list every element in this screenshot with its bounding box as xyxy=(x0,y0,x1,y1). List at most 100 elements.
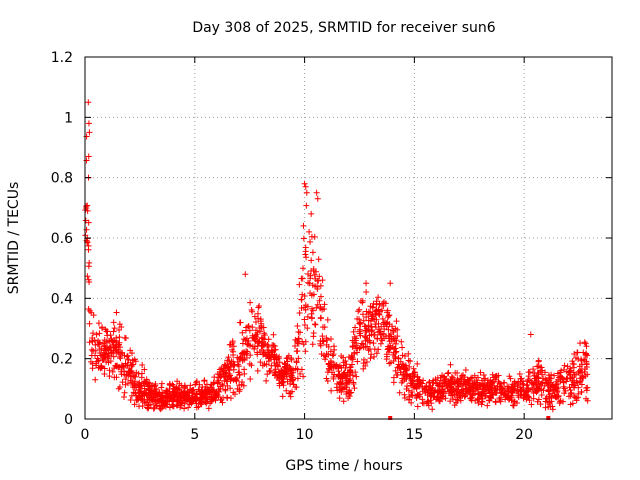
data-point xyxy=(296,281,303,288)
data-point xyxy=(264,346,271,353)
data-point xyxy=(308,257,315,264)
data-point xyxy=(573,378,580,385)
data-point xyxy=(415,391,422,398)
data-point xyxy=(132,373,139,380)
data-point xyxy=(327,336,334,343)
data-point xyxy=(268,354,275,361)
data-point xyxy=(365,308,372,315)
data-point xyxy=(370,340,377,347)
data-point xyxy=(119,363,126,370)
data-point xyxy=(300,222,307,229)
data-point xyxy=(243,354,250,361)
data-point xyxy=(197,399,204,406)
data-point xyxy=(282,364,289,371)
data-point xyxy=(234,385,241,392)
data-point xyxy=(110,342,117,349)
data-point xyxy=(507,375,514,382)
data-point xyxy=(159,389,166,396)
data-point xyxy=(292,343,299,350)
y-tick-label: 0 xyxy=(64,412,73,428)
data-point xyxy=(301,180,308,187)
data-point xyxy=(576,363,583,370)
data-point xyxy=(329,352,336,359)
data-point xyxy=(86,320,93,327)
data-point xyxy=(255,315,262,322)
data-point xyxy=(376,328,383,335)
data-point xyxy=(113,362,120,369)
data-point xyxy=(178,389,185,396)
data-point xyxy=(298,296,305,303)
data-point xyxy=(219,399,226,406)
data-point xyxy=(435,382,442,389)
data-point xyxy=(577,340,584,347)
data-point xyxy=(131,372,138,379)
data-point xyxy=(460,372,467,379)
data-point xyxy=(271,346,278,353)
data-point xyxy=(245,323,252,330)
data-point xyxy=(470,388,477,395)
data-point xyxy=(440,390,447,397)
data-point xyxy=(185,393,192,400)
data-point xyxy=(317,282,324,289)
data-point xyxy=(261,341,268,348)
data-point xyxy=(236,355,243,362)
data-point xyxy=(89,338,96,345)
data-point xyxy=(336,395,343,402)
data-point xyxy=(575,356,582,363)
data-point xyxy=(469,391,476,398)
data-point xyxy=(121,389,128,396)
data-point xyxy=(530,366,537,373)
data-point xyxy=(227,385,234,392)
data-point xyxy=(492,373,499,380)
data-point xyxy=(372,308,379,315)
data-point xyxy=(88,346,95,353)
data-point xyxy=(428,392,435,399)
data-point xyxy=(240,336,247,343)
data-point xyxy=(567,386,574,393)
data-point xyxy=(124,361,131,368)
data-point xyxy=(169,389,176,396)
data-point xyxy=(125,380,132,387)
data-point xyxy=(363,327,370,334)
data-point xyxy=(110,353,117,360)
data-point xyxy=(499,386,506,393)
data-point xyxy=(477,369,484,376)
data-point xyxy=(139,362,146,369)
data-point xyxy=(314,285,321,292)
data-point xyxy=(473,380,480,387)
data-point xyxy=(303,189,310,196)
data-point xyxy=(317,315,324,322)
data-point xyxy=(528,380,535,387)
data-point xyxy=(302,306,309,313)
data-point xyxy=(481,375,488,382)
data-point xyxy=(85,120,92,127)
data-point xyxy=(294,323,301,330)
data-point xyxy=(538,364,545,371)
data-point xyxy=(100,356,107,363)
data-point xyxy=(146,396,153,403)
data-point xyxy=(193,394,200,401)
data-point xyxy=(537,401,544,408)
data-point xyxy=(374,335,381,342)
data-point xyxy=(484,402,491,409)
data-point xyxy=(302,183,309,190)
data-point xyxy=(102,326,109,333)
data-point xyxy=(145,405,152,412)
data-point xyxy=(229,338,236,345)
data-point xyxy=(507,392,514,399)
data-point xyxy=(247,375,254,382)
data-point xyxy=(243,348,250,355)
data-point xyxy=(294,348,301,355)
y-tick-label: 1.2 xyxy=(51,50,73,66)
data-point xyxy=(204,389,211,396)
data-point xyxy=(414,403,421,410)
data-point xyxy=(257,316,264,323)
data-point xyxy=(83,133,90,140)
data-point xyxy=(524,381,531,388)
data-point xyxy=(509,402,516,409)
data-point xyxy=(308,233,315,240)
data-point xyxy=(276,382,283,389)
data-point xyxy=(324,378,331,385)
data-point xyxy=(495,378,502,385)
data-point xyxy=(583,343,590,350)
